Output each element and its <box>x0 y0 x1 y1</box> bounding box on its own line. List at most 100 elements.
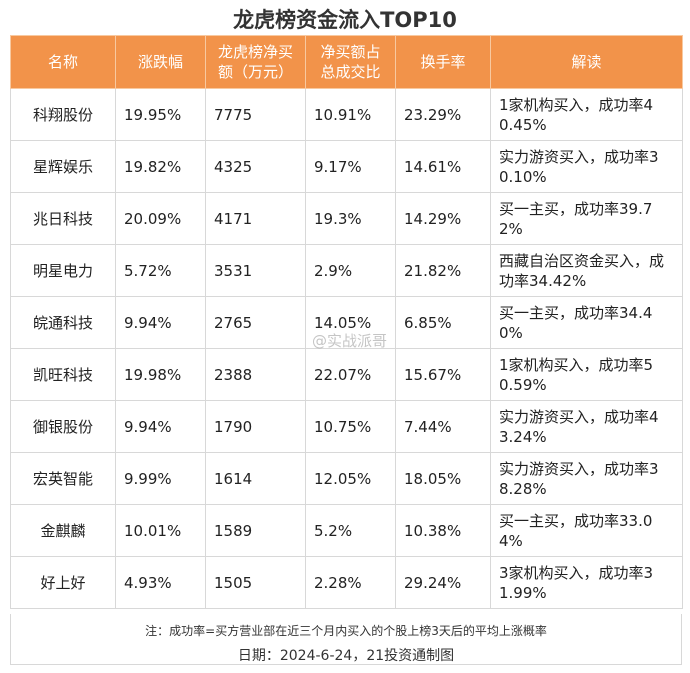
name-cell: 皖通科技 <box>10 296 116 349</box>
cell: 1505 <box>205 556 306 609</box>
cell-text: 3家机构买入，成功率31.99% <box>499 563 654 602</box>
footer: 注：成功率=买方营业部在近三个月内买入的个股上榜3天后的平均上涨概率 日期：20… <box>10 614 682 665</box>
header-cell: 涨跌幅 <box>115 35 206 89</box>
header-text: 净买额占总成交比 <box>320 43 381 81</box>
cell-text: 买一主买，成功率34.40% <box>499 303 653 342</box>
cell: 23.29% <box>395 88 491 141</box>
header-cell: 名称 <box>10 35 116 89</box>
cell: 2.9% <box>305 244 396 297</box>
cell: 9.94% <box>115 296 206 349</box>
header-text: 龙虎榜净买额（万元） <box>218 43 294 81</box>
cell: 19.82% <box>115 140 206 193</box>
cell: 18.05% <box>395 452 491 505</box>
cell: 实力游资买入，成功率43.24% <box>490 400 683 453</box>
cell-text: 实力游资买入，成功率43.24% <box>499 407 659 446</box>
header-text: 解读 <box>571 53 602 71</box>
cell-text: 西藏自治区资金买入，成功率34.42% <box>499 251 665 290</box>
cell: 买一主买，成功率39.72% <box>490 192 683 245</box>
cell: 19.98% <box>115 348 206 401</box>
table-row: 宏英智能 9.99% 1614 12.05% 18.05% 实力游资买入，成功率38.28… <box>10 452 683 505</box>
cell: 15.67% <box>395 348 491 401</box>
header-text: 名称 <box>47 53 78 71</box>
footnote: 注：成功率=买方营业部在近三个月内买入的个股上榜3天后的平均上涨概率 <box>145 624 547 638</box>
header-cell: 解读 <box>490 35 683 89</box>
cell-text: 买一主买，成功率39.72% <box>499 199 653 238</box>
table-row: 御银股份 9.94% 1790 10.75% 7.44% 实力游资买入，成功率43.24% <box>10 400 683 453</box>
cell-text: 实力游资买入，成功率30.10% <box>499 147 659 186</box>
name-cell: 宏英智能 <box>10 452 116 505</box>
cell: 实力游资买入，成功率30.10% <box>490 140 683 193</box>
cell: 14.61% <box>395 140 491 193</box>
header-cell: 换手率 <box>395 35 491 89</box>
cell: 5.2% <box>305 504 396 557</box>
name-cell: 金麒麟 <box>10 504 116 557</box>
header-cell: 净买额占总成交比 <box>305 35 396 89</box>
cell: 4171 <box>205 192 306 245</box>
table-row: 兆日科技 20.09% 4171 19.3% 14.29% 买一主买，成功率39.72% <box>10 192 683 245</box>
cell: 1790 <box>205 400 306 453</box>
table-row: 科翔股份 19.95% 7775 10.91% 23.29% 1家机构买入，成功率40.4… <box>10 88 683 141</box>
name-cell: 兆日科技 <box>10 192 116 245</box>
table-row: 星辉娱乐 19.82% 4325 9.17% 14.61% 实力游资买入，成功率30.10… <box>10 140 683 193</box>
table-row: 明星电力 5.72% 3531 2.9% 21.82% 西藏自治区资金买入，成功率34.4… <box>10 244 683 297</box>
cell: 7775 <box>205 88 306 141</box>
cell: 买一主买，成功率33.04% <box>490 504 683 557</box>
date: 日期：2024-6-24，21投资通制图 <box>237 648 455 664</box>
cell: 12.05% <box>305 452 396 505</box>
cell: 3531 <box>205 244 306 297</box>
cell: 19.3% <box>305 192 396 245</box>
table-row: 金麒麟 10.01% 1589 5.2% 10.38% 买一主买，成功率33.04% <box>10 504 683 557</box>
cell: 5.72% <box>115 244 206 297</box>
watermark: @实战派哥 <box>312 332 388 350</box>
header-row: 名称 涨跌幅 龙虎榜净买额（万元） 净买额占总成交比 换手率 解读 <box>10 35 683 89</box>
cell: 9.94% <box>115 400 206 453</box>
name-cell: 星辉娱乐 <box>10 140 116 193</box>
cell: 29.24% <box>395 556 491 609</box>
cell: 买一主买，成功率34.40% <box>490 296 683 349</box>
data-table: 名称 涨跌幅 龙虎榜净买额（万元） 净买额占总成交比 换手率 解读 科翔股份 19.95% 7… <box>10 35 683 609</box>
cell: 1家机构买入，成功率40.45% <box>490 88 683 141</box>
header-text: 涨跌幅 <box>137 53 183 71</box>
cell: 21.82% <box>395 244 491 297</box>
cell-text: 1家机构买入，成功率40.45% <box>499 95 654 134</box>
cell: 14.29% <box>395 192 491 245</box>
cell: 10.91% <box>305 88 396 141</box>
cell: 4.93% <box>115 556 206 609</box>
cell: 20.09% <box>115 192 206 245</box>
cell: 10.38% <box>395 504 491 557</box>
name-cell: 凯旺科技 <box>10 348 116 401</box>
header-text: 换手率 <box>420 53 466 71</box>
cell-text: 1家机构买入，成功率50.59% <box>499 355 654 394</box>
cell: 10.75% <box>305 400 396 453</box>
name-cell: 御银股份 <box>10 400 116 453</box>
header-cell: 龙虎榜净买额（万元） <box>205 35 306 89</box>
cell: 1614 <box>205 452 306 505</box>
cell-text: 买一主买，成功率33.04% <box>499 511 653 550</box>
cell: 10.01% <box>115 504 206 557</box>
cell: 6.85% <box>395 296 491 349</box>
cell: 1家机构买入，成功率50.59% <box>490 348 683 401</box>
cell: 7.44% <box>395 400 491 453</box>
table-row: 好上好 4.93% 1505 2.28% 29.24% 3家机构买入，成功率31.99% <box>10 556 683 609</box>
cell: 9.99% <box>115 452 206 505</box>
name-cell: 明星电力 <box>10 244 116 297</box>
table-row: 皖通科技 9.94% 2765 14.05% 6.85% 买一主买，成功率34.40% <box>10 296 683 349</box>
cell: 9.17% <box>305 140 396 193</box>
table-body: 科翔股份 19.95% 7775 10.91% 23.29% 1家机构买入，成功率40.4… <box>10 88 683 609</box>
cell-text: 实力游资买入，成功率38.28% <box>499 459 659 498</box>
cell: 3家机构买入，成功率31.99% <box>490 556 683 609</box>
cell: 22.07% <box>305 348 396 401</box>
cell: 2765 <box>205 296 306 349</box>
title: 龙虎榜资金流入TOP10 <box>233 8 457 32</box>
name-cell: 科翔股份 <box>10 88 116 141</box>
cell: 19.95% <box>115 88 206 141</box>
name-cell: 好上好 <box>10 556 116 609</box>
cell: 2.28% <box>305 556 396 609</box>
cell: 实力游资买入，成功率38.28% <box>490 452 683 505</box>
cell: 1589 <box>205 504 306 557</box>
cell: 西藏自治区资金买入，成功率34.42% <box>490 244 683 297</box>
cell: 2388 <box>205 348 306 401</box>
table-row: 凯旺科技 19.98% 2388 22.07% 15.67% 1家机构买入，成功率50.5… <box>10 348 683 401</box>
cell: 4325 <box>205 140 306 193</box>
